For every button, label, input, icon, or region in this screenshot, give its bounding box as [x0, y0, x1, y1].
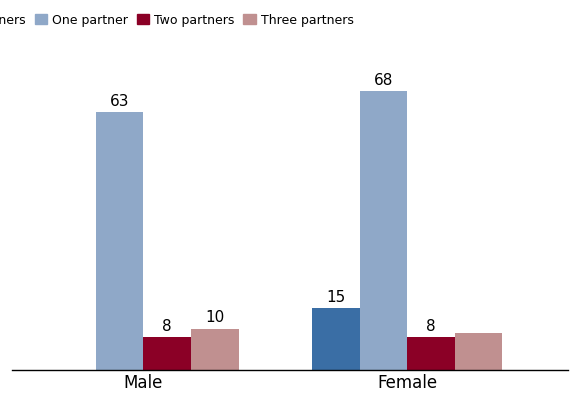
Bar [191, 329, 239, 370]
Bar [143, 337, 191, 370]
Bar [455, 333, 502, 370]
Bar [312, 308, 360, 370]
Bar [360, 91, 407, 370]
Legend: Zero partners, One partner, Two partners, Three partners: Zero partners, One partner, Two partners… [0, 9, 358, 32]
Text: 8: 8 [162, 319, 172, 333]
Text: 8: 8 [426, 319, 436, 333]
Text: 68: 68 [374, 73, 393, 88]
Text: 63: 63 [110, 94, 129, 108]
Text: 10: 10 [205, 310, 224, 326]
Bar [96, 112, 143, 370]
Text: 15: 15 [326, 290, 346, 305]
Bar [407, 337, 455, 370]
